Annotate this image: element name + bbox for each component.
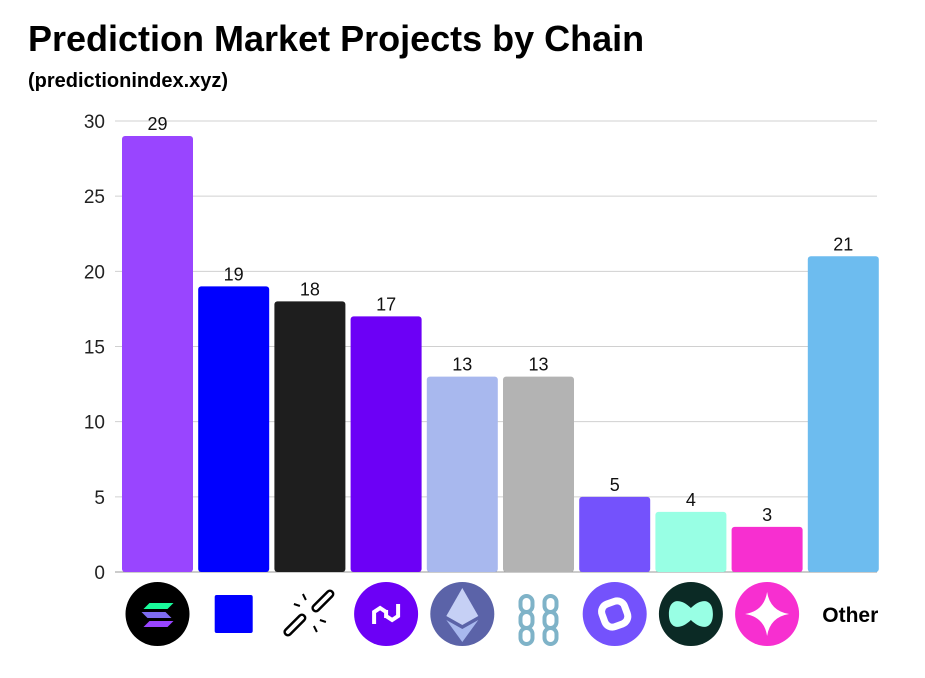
- broken-chain-link-icon-icon: [283, 589, 335, 637]
- chart-title: Prediction Market Projects by Chain: [28, 18, 645, 59]
- data-label: 13: [528, 355, 548, 375]
- data-label: 29: [147, 114, 167, 134]
- bar: [426, 376, 498, 572]
- bar: [274, 301, 346, 572]
- purple-rounded-square-icon: [582, 582, 647, 646]
- y-tick-label: 10: [84, 413, 105, 434]
- data-label: 19: [224, 264, 244, 284]
- solana-icon: [125, 582, 190, 646]
- bar: [579, 496, 651, 572]
- data-label: 17: [376, 294, 396, 314]
- pink-sparkle-icon: [735, 582, 800, 646]
- data-label: 21: [833, 234, 853, 254]
- data-label: 3: [762, 505, 772, 525]
- ethereum-icon: [430, 582, 495, 646]
- data-label: 13: [452, 355, 472, 375]
- bar: [807, 256, 879, 572]
- bar: [198, 286, 270, 572]
- polygon-icon: [354, 582, 419, 646]
- data-label: 18: [300, 279, 320, 299]
- bar: [731, 526, 803, 572]
- bar: [350, 316, 422, 572]
- y-tick-label: 20: [84, 262, 105, 283]
- x-label-other: Other: [822, 604, 878, 627]
- data-label: 4: [686, 490, 696, 510]
- Other-icon: Other: [822, 604, 878, 627]
- bar: [655, 511, 727, 572]
- teal-infinity-icon: [658, 582, 723, 646]
- y-tick-label: 30: [84, 112, 105, 133]
- bar: [503, 376, 574, 572]
- data-label: 5: [610, 475, 620, 495]
- y-tick-label: 25: [84, 187, 105, 208]
- chain-links-icon-icon: [518, 594, 559, 646]
- y-tick-label: 5: [94, 488, 105, 509]
- chart-subtitle: (predictionindex.xyz): [28, 70, 229, 92]
- base-icon: [214, 595, 253, 633]
- bar: [122, 136, 193, 573]
- y-tick-label: 0: [94, 563, 105, 584]
- y-tick-label: 15: [84, 338, 105, 359]
